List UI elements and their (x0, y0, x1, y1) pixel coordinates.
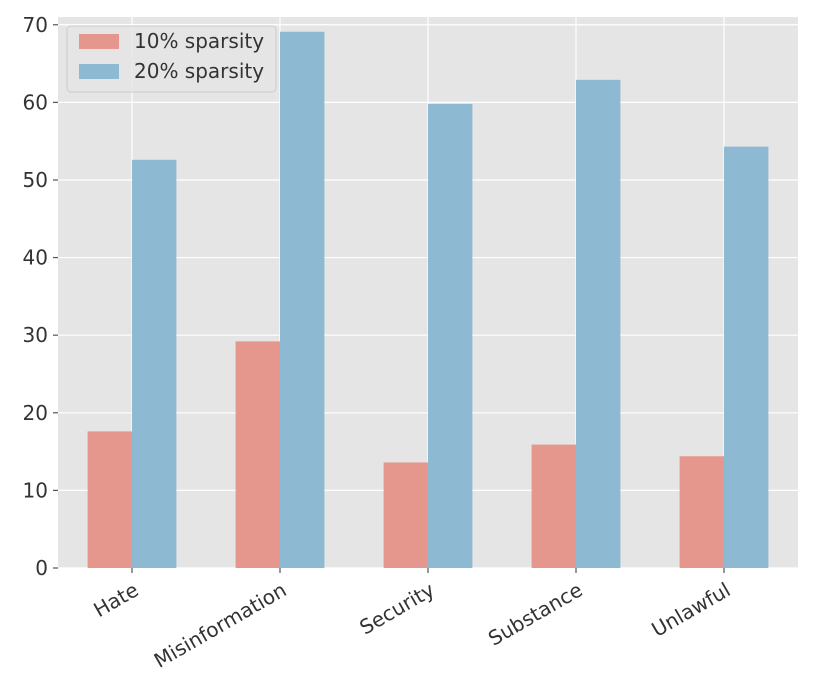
y-tick-label: 40 (23, 246, 48, 270)
legend-swatch-10pct (79, 34, 119, 49)
y-tick-label: 30 (23, 323, 48, 347)
bar-10pct (235, 341, 280, 568)
bar-10pct (87, 431, 132, 568)
x-tick-label: Substance (484, 578, 587, 651)
bar-20pct (576, 79, 621, 568)
x-tick-label: Hate (89, 578, 142, 623)
bar-20pct (724, 146, 769, 568)
bar-10pct (679, 456, 724, 568)
legend-box (66, 25, 277, 93)
legend-label-20pct: 20% sparsity (134, 59, 264, 83)
x-tick-label: Unlawful (647, 578, 734, 642)
x-tick-label: Misinformation (150, 578, 291, 673)
y-tick-label: 70 (23, 13, 48, 37)
y-tick-label: 20 (23, 401, 48, 425)
bar-10pct (531, 444, 576, 568)
y-axis: 0 10 20 30 40 50 60 70 (23, 13, 58, 580)
bar-10pct (383, 462, 428, 568)
bar-20pct (132, 159, 177, 568)
bar-20pct (280, 31, 325, 569)
y-tick-label: 0 (35, 556, 48, 580)
legend: 10% sparsity 20% sparsity (66, 25, 277, 93)
bar-20pct (428, 103, 473, 569)
x-tick-label: Security (355, 577, 438, 639)
y-tick-label: 10 (23, 478, 48, 502)
legend-label-10pct: 10% sparsity (134, 29, 264, 53)
y-tick-label: 50 (23, 168, 48, 192)
bars (87, 31, 769, 569)
x-axis: Hate Misinformation Security Substance Unlaw… (89, 568, 735, 673)
y-tick-label: 60 (23, 90, 48, 114)
legend-swatch-20pct (79, 64, 119, 79)
